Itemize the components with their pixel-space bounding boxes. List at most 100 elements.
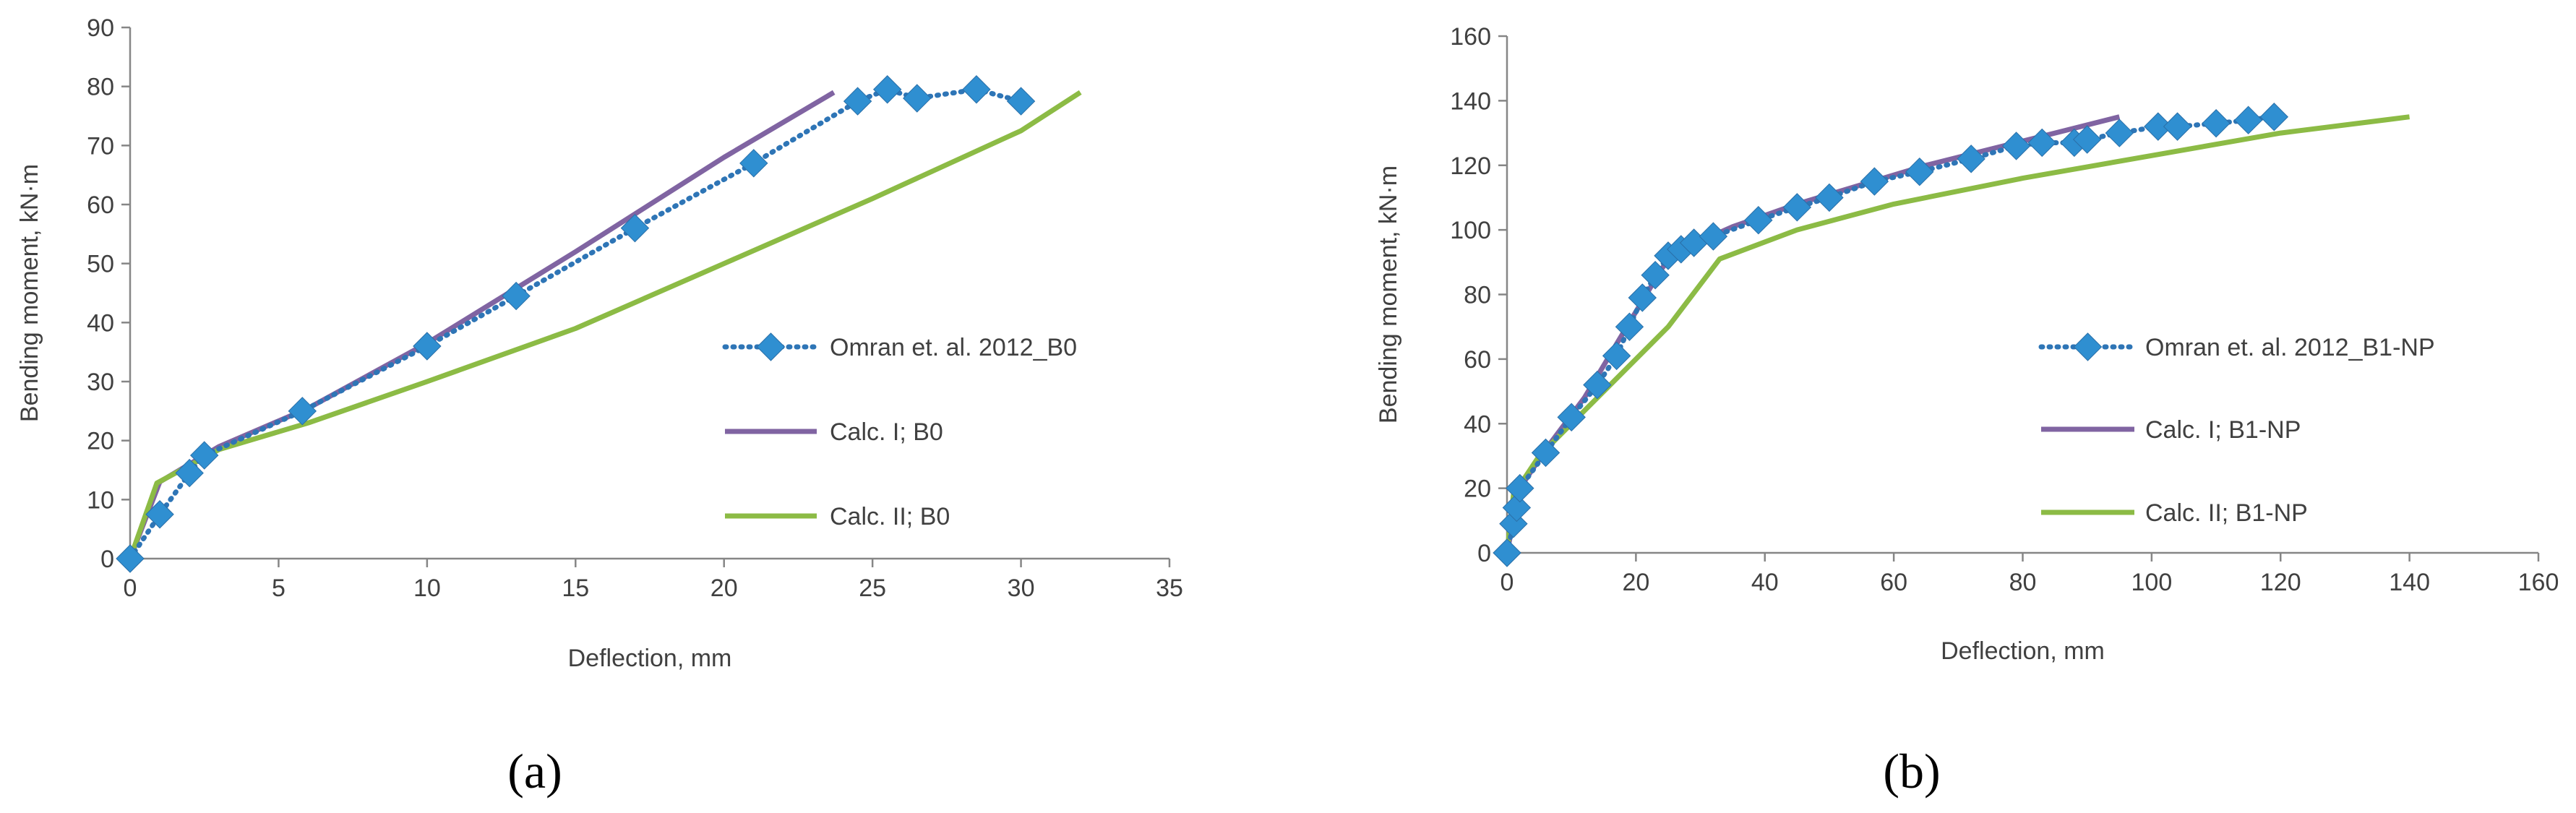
y-tick-label: 0 [1477,540,1491,567]
legend-entry: Calc. II; B0 [725,503,950,530]
y-tick-label: 20 [1464,476,1491,503]
series-line [127,90,836,560]
legend-entry: Calc. II; B1-NP [2041,499,2308,527]
x-tick-label: 60 [1880,569,1907,596]
x-tick-label: 0 [124,575,137,602]
legend-marker [2073,332,2103,361]
y-tick-label: 160 [1450,23,1491,51]
series-1 [116,75,1036,573]
y-tick-label: 20 [87,428,114,455]
legend-label: Calc. I; B0 [830,418,943,446]
series-1 [1493,103,2289,567]
data-point [1493,538,1521,567]
data-point [2072,125,2102,154]
data-point [1860,167,1889,196]
x-tick-label: 30 [1008,575,1035,602]
x-axis-title: Deflection, mm [568,645,732,672]
x-tick-label: 120 [2260,569,2301,596]
y-axis-title: Bending moment, kN·m [16,164,43,422]
y-tick-label: 120 [1450,152,1491,180]
y-tick-label: 40 [1464,410,1491,438]
data-point [1615,312,1644,341]
legend-label: Calc. I; B1-NP [2145,416,2301,444]
y-tick-label: 100 [1450,217,1491,244]
y-axis-title: Bending moment, kN·m [1375,165,1402,423]
y-tick-label: 80 [87,74,114,101]
x-tick-label: 5 [272,575,285,602]
y-tick-label: 0 [100,546,114,573]
x-tick-label: 35 [1156,575,1183,602]
y-tick-label: 80 [1464,282,1491,309]
series-3 [127,90,1082,560]
data-point [145,500,174,529]
x-tick-label: 20 [1622,569,1649,596]
x-tick-label: 160 [2518,569,2559,596]
legend-entry: Calc. I; B0 [725,418,943,446]
legend-marker [756,332,786,361]
chart-panel-a: 0 5 10 15 20 25 30 35 0 10 20 30 40 50 60 70 80 90 Deflect… [16,14,1183,799]
data-point [1699,222,1728,251]
legend-label: Calc. II; B0 [830,503,950,530]
series-2 [1504,114,2121,554]
data-point [903,84,932,113]
legend-entry: Calc. I; B1-NP [2041,416,2301,444]
data-point [1557,403,1586,432]
data-point [288,397,317,426]
panel-label: (b) [1883,744,1940,799]
data-point [1531,438,1560,468]
data-point [2027,128,2056,158]
series-3 [1504,114,2410,554]
y-tick-label: 140 [1450,87,1491,115]
legend-label: Calc. II; B1-NP [2145,499,2308,527]
legend-entry: Omran et. al. 2012_B1-NP [2038,332,2435,361]
data-point [620,213,650,243]
data-point [843,87,872,116]
data-point [1006,87,1036,116]
data-point [502,281,531,311]
data-point [1744,206,1773,235]
data-point [1502,493,1532,522]
data-point [872,75,902,104]
legend-label: Omran et. al. 2012_B1-NP [2145,334,2435,361]
data-point [962,75,991,104]
data-point [739,149,768,178]
data-point [1583,370,1612,400]
data-point [1905,157,1934,186]
data-point [2259,103,2289,132]
data-point [116,544,145,573]
x-tick-label: 80 [2009,569,2037,596]
y-tick-label: 10 [87,486,114,514]
data-point [1602,341,1631,371]
data-point [1641,260,1670,290]
y-tick-label: 60 [87,192,114,219]
x-tick-label: 20 [710,575,738,602]
x-tick-label: 0 [1500,569,1514,596]
y-tick-label: 70 [87,132,114,160]
x-axis-title: Deflection, mm [1941,637,2105,665]
x-tick-label: 25 [859,575,886,602]
data-point [1782,193,1812,222]
x-tick-label: 10 [413,575,441,602]
y-tick-label: 90 [87,14,114,42]
legend-entry: Omran et. al. 2012_B0 [722,332,1077,361]
data-point [2202,108,2231,138]
y-tick-label: 50 [87,251,114,278]
panel-label: (a) [507,744,562,799]
x-tick-label: 140 [2389,569,2430,596]
data-point [1506,473,1534,503]
y-tick-label: 30 [87,369,114,396]
data-point [190,441,219,470]
series-line [127,87,1024,562]
x-tick-label: 100 [2131,569,2173,596]
chart-panel-b: 0 20 40 60 80 100 120 140 160 0 20 40 60 80 100 120 140 1… [1375,23,2559,799]
x-tick-label: 15 [562,575,589,602]
y-tick-label: 40 [87,309,114,337]
data-point [1628,283,1657,312]
data-point [1815,183,1844,212]
data-point [175,458,204,488]
series-2 [127,90,836,560]
data-point [2163,112,2192,141]
x-tick-label: 40 [1751,569,1779,596]
data-point [2001,132,2031,160]
